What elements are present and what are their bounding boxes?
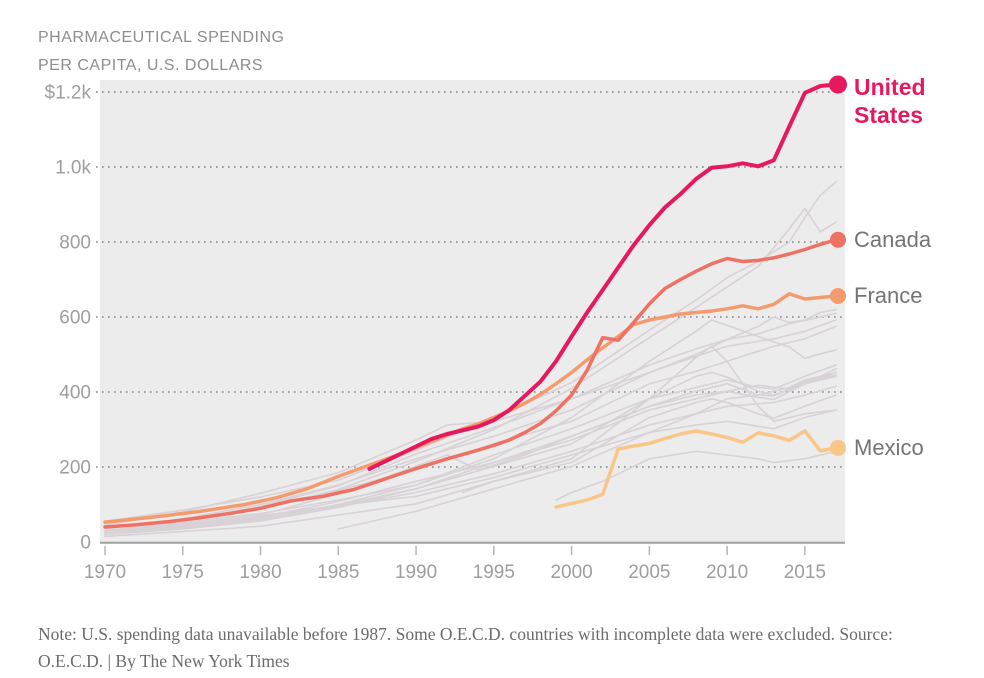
chart-note: Note: U.S. spending data unavailable bef… xyxy=(38,623,893,671)
chart-title-line1: PHARMACEUTICAL SPENDING xyxy=(38,29,285,46)
chart-title: PHARMACEUTICAL SPENDING PER CAPITA, U.S.… xyxy=(38,24,285,80)
series-line-other-6 xyxy=(104,319,837,530)
series-line-other-15 xyxy=(104,409,837,532)
x-tick-label-1975: 1975 xyxy=(162,562,204,583)
series-end-dot-united-states xyxy=(828,75,847,94)
y-tick-label-200: 200 xyxy=(59,458,91,479)
x-tick-label-1980: 1980 xyxy=(239,562,281,583)
y-tick-label-800: 800 xyxy=(59,233,91,254)
y-tick-label-400: 400 xyxy=(59,383,91,404)
y-tick-label-1000: 1.0k xyxy=(55,158,91,179)
series-label-line: Mexico xyxy=(854,434,924,460)
x-tick-label-2000: 2000 xyxy=(550,562,592,583)
series-label-line: France xyxy=(854,283,923,308)
chart-area: $1.2k 1.0k 800 600 400 200 0 1970 1975 1980 1985 19… xyxy=(45,73,932,584)
x-tick-label-2015: 2015 xyxy=(784,562,826,583)
series-label-line: United xyxy=(854,73,926,100)
x-tick-label-1985: 1985 xyxy=(317,562,359,583)
series-line-other-14 xyxy=(104,385,837,534)
series-end-dot-france xyxy=(829,288,846,304)
series-label-mexico: Mexico xyxy=(854,434,924,461)
series-line-other-9 xyxy=(104,371,837,534)
series-line-other-18 xyxy=(555,450,837,501)
series-label-united-states: United States xyxy=(854,73,926,129)
series-end-dot-mexico xyxy=(829,439,846,456)
series-line-other-11 xyxy=(104,364,837,532)
series-line-other-1 xyxy=(104,181,837,523)
series-label-line: Canada xyxy=(854,226,932,252)
series-line-other-4 xyxy=(104,312,837,526)
series-line-france xyxy=(103,292,838,524)
series-line-other-17 xyxy=(461,394,837,494)
x-tick-label-1990: 1990 xyxy=(395,562,437,583)
series-label-canada: Canada xyxy=(854,226,931,253)
series-end-dot-canada xyxy=(829,231,846,248)
series-line-other-16 xyxy=(337,371,837,530)
y-tick-label-0: 0 xyxy=(80,533,91,554)
x-tick-label-2010: 2010 xyxy=(706,562,748,583)
x-tick-label-1970: 1970 xyxy=(84,562,126,583)
series-line-canada xyxy=(103,238,838,529)
x-tick-label-2005: 2005 xyxy=(628,562,670,583)
series-line-other-10 xyxy=(104,345,837,538)
series-label-france: France xyxy=(854,282,922,309)
y-tick-label-600: 600 xyxy=(59,308,91,329)
series-line-mexico xyxy=(554,429,838,509)
series-label-line: States xyxy=(854,101,924,128)
series-line-united-states xyxy=(367,82,838,471)
x-tick-label-1995: 1995 xyxy=(473,562,515,583)
chart-title-line2: PER CAPITA, U.S. DOLLARS xyxy=(38,57,264,74)
y-tick-label-1200: $1.2k xyxy=(45,83,92,104)
